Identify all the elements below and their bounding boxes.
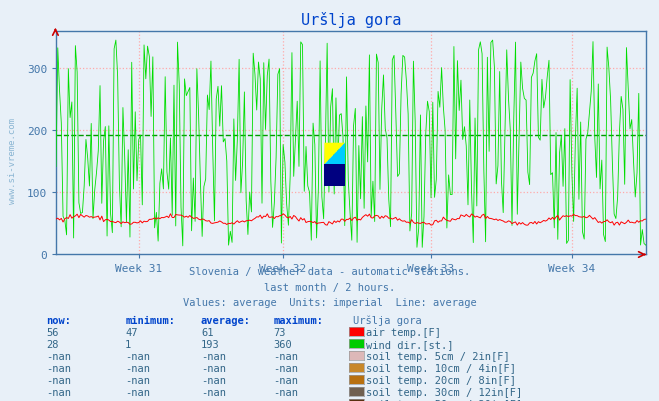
Title: Uršlja gora: Uršlja gora [301,12,401,28]
Text: -nan: -nan [273,351,299,361]
Text: -nan: -nan [125,387,150,397]
Bar [324,165,345,186]
Text: -nan: -nan [201,351,226,361]
Text: -nan: -nan [46,363,71,373]
Polygon shape [324,143,345,165]
Text: 28: 28 [46,339,59,349]
Text: maximum:: maximum: [273,315,324,325]
Text: air temp.[F]: air temp.[F] [366,327,441,337]
Text: Slovenia / weather data - automatic stations.: Slovenia / weather data - automatic stat… [189,267,470,277]
Polygon shape [324,143,345,165]
Text: -nan: -nan [125,375,150,385]
Text: average:: average: [201,315,251,325]
Text: soil temp. 20cm / 8in[F]: soil temp. 20cm / 8in[F] [366,375,516,385]
Text: -nan: -nan [46,387,71,397]
Text: -nan: -nan [125,363,150,373]
Text: -nan: -nan [46,351,71,361]
Text: -nan: -nan [273,387,299,397]
Text: 73: 73 [273,327,286,337]
Text: soil temp. 10cm / 4in[F]: soil temp. 10cm / 4in[F] [366,363,516,373]
Text: -nan: -nan [201,363,226,373]
Text: now:: now: [46,315,71,325]
Text: soil temp. 30cm / 12in[F]: soil temp. 30cm / 12in[F] [366,387,522,397]
Text: -nan: -nan [125,399,150,401]
Text: 56: 56 [46,327,59,337]
Text: 1: 1 [125,339,131,349]
Text: 61: 61 [201,327,214,337]
Text: soil temp. 50cm / 20in[F]: soil temp. 50cm / 20in[F] [366,399,522,401]
Text: -nan: -nan [46,399,71,401]
Text: -nan: -nan [125,351,150,361]
Text: 360: 360 [273,339,292,349]
Text: -nan: -nan [273,399,299,401]
Text: last month / 2 hours.: last month / 2 hours. [264,282,395,292]
Text: www.si-vreme.com: www.si-vreme.com [8,117,17,203]
Text: soil temp. 5cm / 2in[F]: soil temp. 5cm / 2in[F] [366,351,509,361]
Text: -nan: -nan [201,387,226,397]
Text: 193: 193 [201,339,219,349]
Text: Uršlja gora: Uršlja gora [353,315,421,325]
Text: -nan: -nan [273,363,299,373]
Text: -nan: -nan [46,375,71,385]
Text: minimum:: minimum: [125,315,175,325]
Text: -nan: -nan [201,399,226,401]
Text: 47: 47 [125,327,138,337]
Text: -nan: -nan [273,375,299,385]
Text: -nan: -nan [201,375,226,385]
Text: wind dir.[st.]: wind dir.[st.] [366,339,453,349]
Text: Values: average  Units: imperial  Line: average: Values: average Units: imperial Line: av… [183,297,476,307]
